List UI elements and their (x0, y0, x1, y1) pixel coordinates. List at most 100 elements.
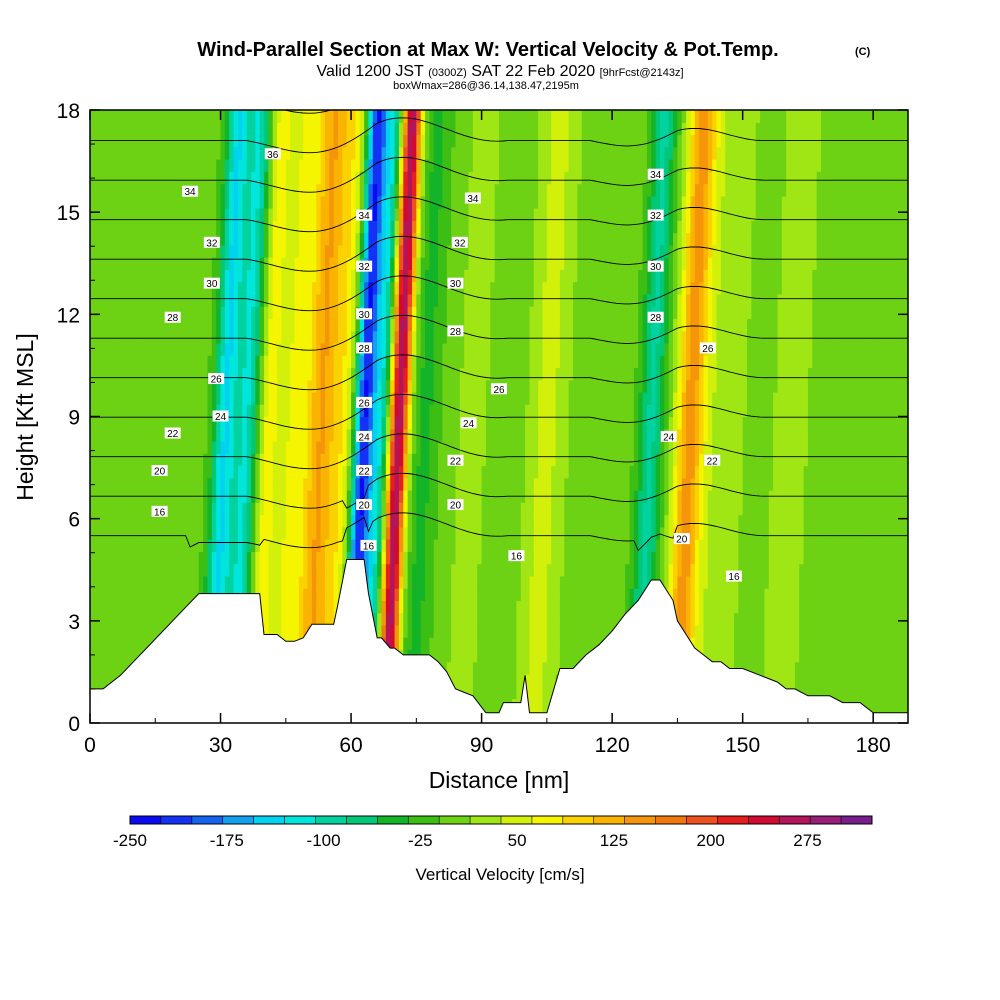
velocity-cell (477, 281, 483, 295)
velocity-cell (377, 404, 383, 418)
velocity-cell (237, 171, 243, 185)
velocity-cell (438, 342, 444, 356)
velocity-cell (264, 342, 269, 356)
velocity-cell (237, 465, 243, 479)
velocity-cell (459, 257, 465, 270)
velocity-cell (390, 293, 396, 307)
velocity-cell (316, 588, 322, 601)
velocity-cell (455, 551, 461, 565)
velocity-cell (481, 379, 487, 393)
velocity-cell (103, 637, 108, 651)
velocity-cell (464, 441, 470, 454)
velocity-cell (472, 637, 478, 651)
velocity-cell (346, 391, 352, 405)
velocity-cell (94, 159, 100, 172)
velocity-cell (203, 293, 209, 307)
velocity-cell (103, 404, 108, 418)
velocity-cell (307, 404, 313, 418)
velocity-cell (146, 122, 152, 136)
velocity-cell (425, 367, 430, 381)
velocity-cell (455, 637, 461, 651)
velocity-cell (425, 490, 430, 503)
velocity-cell (94, 342, 100, 356)
velocity-cell (398, 637, 404, 651)
velocity-cell (403, 379, 409, 393)
velocity-cell (111, 171, 117, 185)
velocity-cell (120, 257, 126, 270)
velocity-cell (355, 539, 361, 552)
velocity-cell (298, 416, 304, 430)
velocity-cell (259, 575, 265, 589)
velocity-cell (346, 244, 352, 258)
velocity-cell (111, 649, 117, 663)
velocity-cell (155, 318, 161, 332)
velocity-cell (499, 367, 504, 381)
velocity-cell (429, 281, 435, 295)
velocity-cell (464, 110, 470, 123)
velocity-cell (507, 624, 513, 638)
velocity-cell (272, 490, 278, 503)
velocity-cell (342, 404, 348, 418)
velocity-cell (494, 428, 500, 442)
velocity-cell (142, 637, 148, 651)
velocity-cell (181, 208, 187, 221)
velocity-cell (129, 257, 135, 270)
velocity-cell (394, 110, 400, 123)
velocity-cell (194, 367, 200, 381)
velocity-cell (272, 600, 278, 614)
velocity-cell (303, 110, 309, 123)
velocity-cell (268, 293, 274, 307)
velocity-cell (98, 159, 104, 172)
velocity-cell (499, 110, 504, 123)
velocity-cell (307, 183, 313, 197)
velocity-cell (307, 490, 313, 503)
velocity-cell (142, 379, 148, 393)
velocity-cell (242, 281, 248, 295)
velocity-cell (338, 551, 343, 565)
velocity-cell (146, 208, 152, 221)
velocity-cell (120, 306, 126, 320)
velocity-cell (303, 588, 309, 601)
velocity-cell (351, 490, 357, 503)
velocity-cell (272, 526, 278, 540)
velocity-cell (250, 195, 256, 209)
velocity-cell (150, 575, 156, 589)
velocity-cell (246, 539, 252, 552)
velocity-cell (190, 379, 196, 393)
velocity-cell (268, 526, 274, 540)
velocity-cell (268, 110, 274, 111)
velocity-cell (207, 269, 213, 283)
velocity-cell (285, 244, 291, 258)
velocity-cell (451, 195, 457, 209)
velocity-cell (90, 428, 95, 442)
velocity-cell (146, 257, 152, 270)
velocity-cell (163, 244, 169, 258)
velocity-cell (429, 146, 435, 160)
velocity-cell (411, 600, 417, 614)
velocity-cell (411, 171, 417, 185)
velocity-cell (255, 208, 261, 221)
velocity-cell (324, 441, 330, 454)
velocity-cell (420, 441, 426, 454)
velocity-cell (481, 416, 487, 430)
velocity-cell (468, 575, 474, 589)
velocity-cell (355, 134, 361, 148)
velocity-cell (190, 171, 196, 185)
velocity-cell (185, 453, 191, 467)
velocity-cell (394, 490, 400, 503)
velocity-cell (316, 330, 322, 344)
velocity-cell (94, 477, 100, 491)
velocity-cell (481, 465, 487, 479)
velocity-cell (285, 110, 291, 111)
velocity-cell (255, 441, 261, 454)
velocity-cell (512, 355, 517, 369)
velocity-cell (351, 342, 357, 356)
velocity-cell (116, 183, 122, 197)
velocity-cell (507, 269, 513, 283)
velocity-cell (190, 563, 196, 577)
velocity-cell (485, 575, 491, 589)
velocity-cell (464, 649, 470, 663)
velocity-cell (190, 293, 196, 307)
velocity-cell (237, 539, 243, 552)
velocity-cell (207, 220, 213, 234)
